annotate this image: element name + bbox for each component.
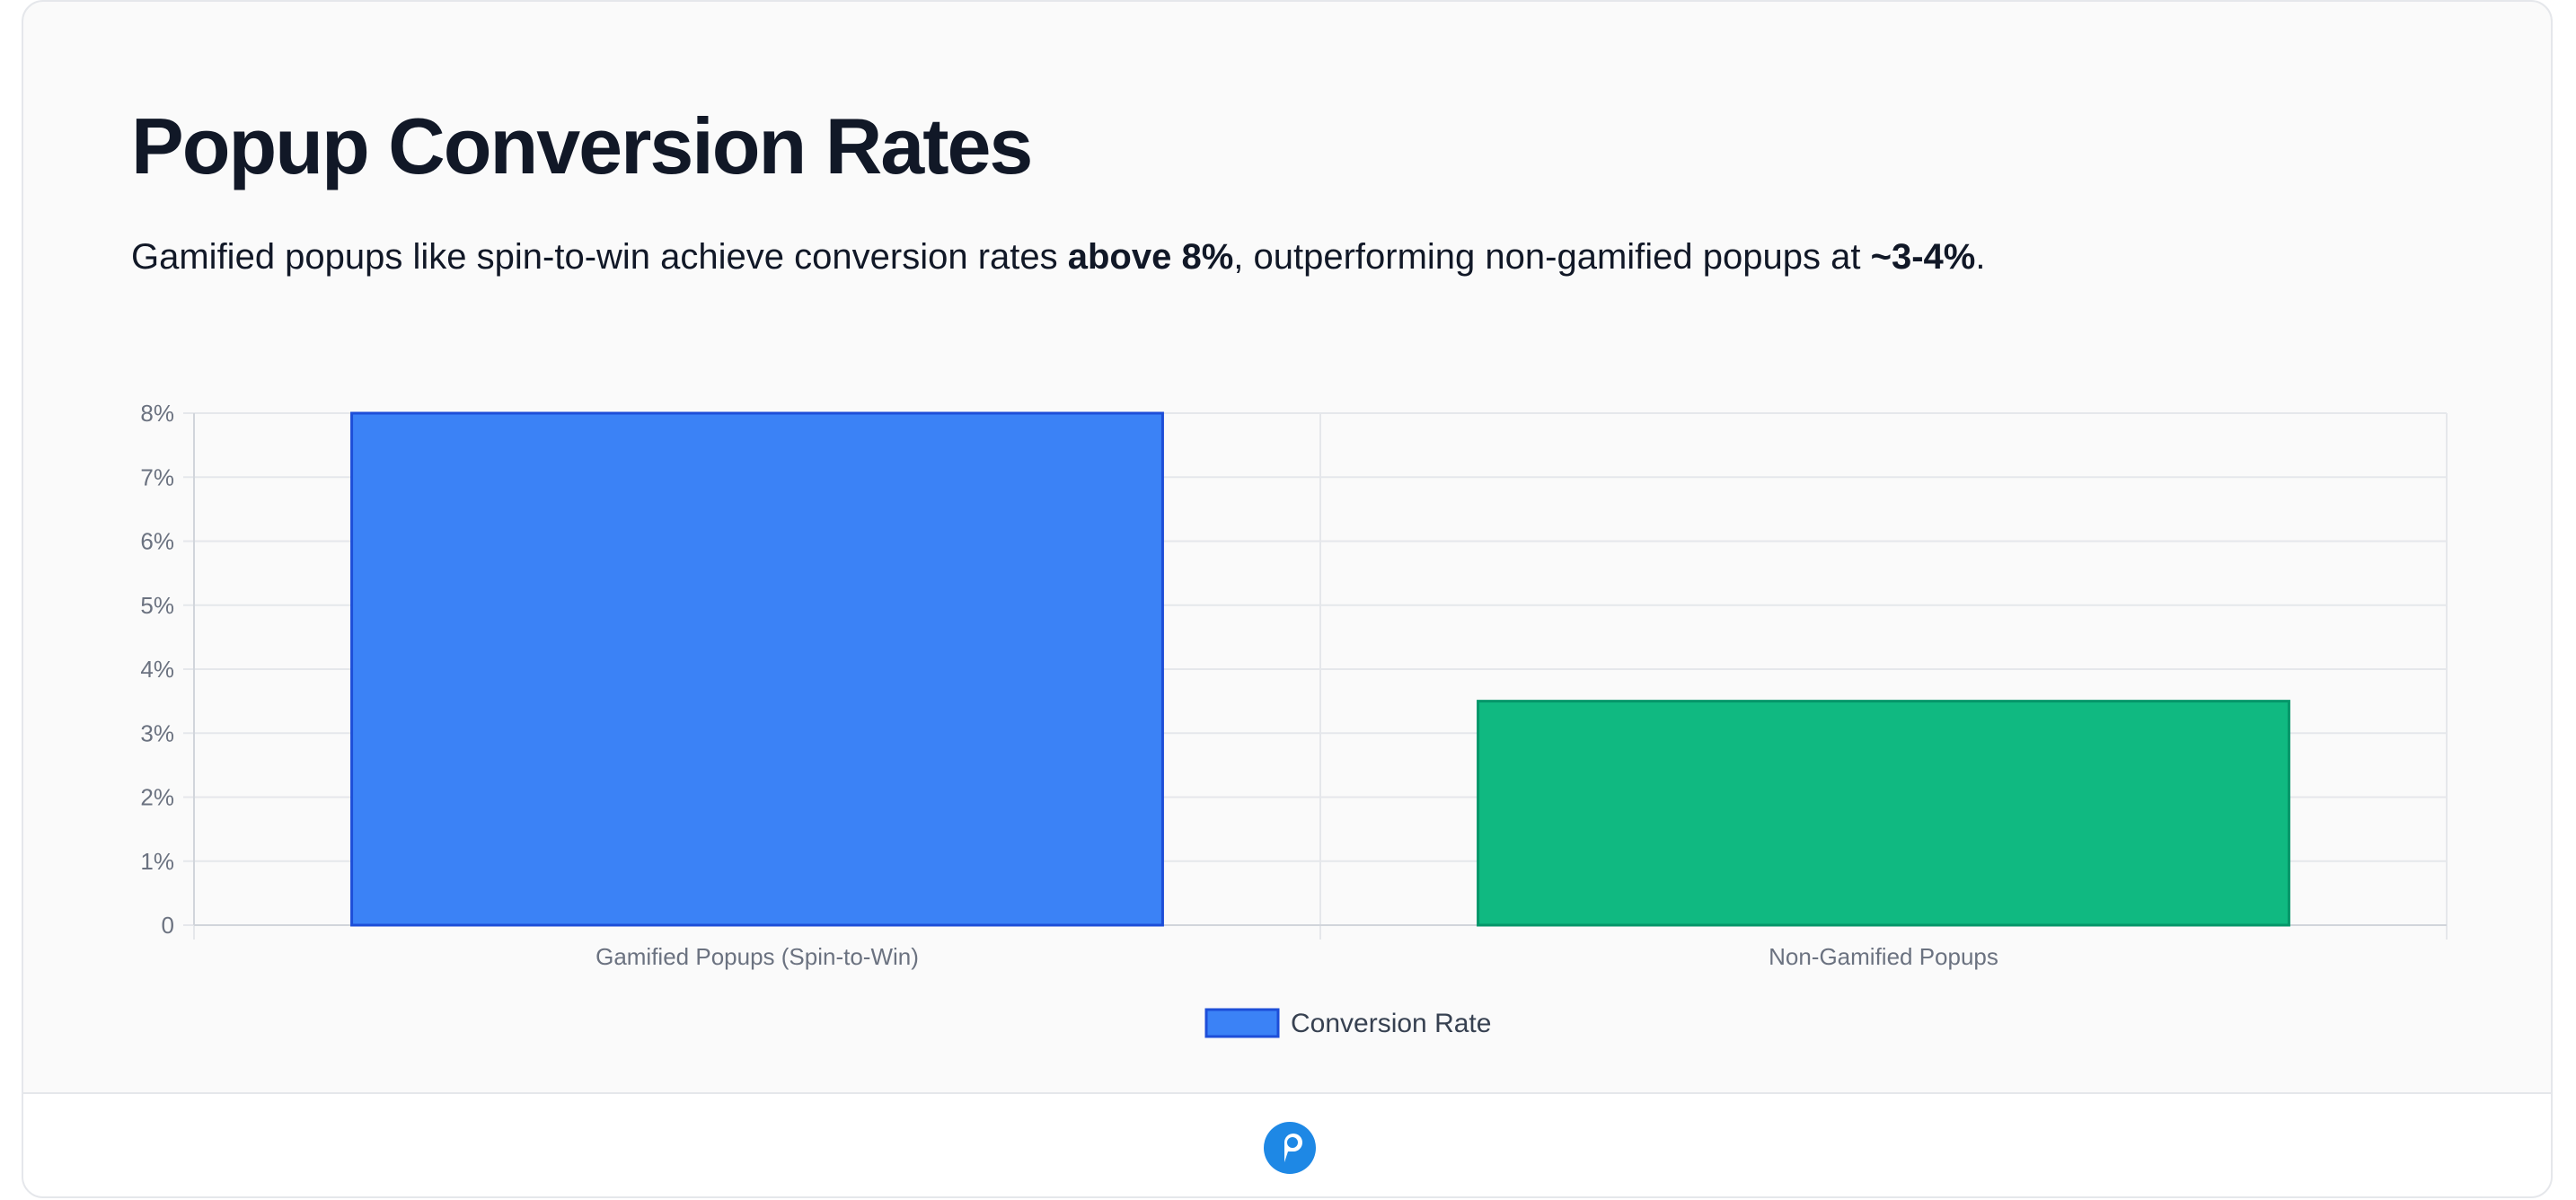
y-tick-label: 7% xyxy=(140,463,174,490)
y-tick-label: 3% xyxy=(140,719,174,746)
y-tick-label: 0 xyxy=(162,912,174,939)
page-subtitle: Gamified popups like spin-to-win achieve… xyxy=(131,234,1985,280)
subtitle-text-3: . xyxy=(1975,237,1986,277)
y-tick-label: 8% xyxy=(140,400,174,427)
chart-card: Popup Conversion Rates Gamified popups l… xyxy=(22,0,2553,1198)
x-tick-label: Non-Gamified Popups xyxy=(1769,943,1998,970)
bar xyxy=(350,411,1164,927)
legend-swatch xyxy=(1204,1008,1280,1038)
bar-chart: 0 1% 2% 3% 4% 5% 6% 7% 8% Gamified Popups (Spin-t… xyxy=(140,400,2448,1038)
y-tick-label: 4% xyxy=(140,656,174,683)
subtitle-highlight-2: ~3-4% xyxy=(1870,237,1976,277)
subtitle-text-2: , outperforming non-gamified popups at xyxy=(1233,237,1871,277)
x-tick-label: Gamified Popups (Spin-to-Win) xyxy=(595,943,919,970)
subtitle-text-1: Gamified popups like spin-to-win achieve… xyxy=(131,237,1068,277)
y-tick-label: 6% xyxy=(140,528,174,555)
subtitle-highlight-1: above 8% xyxy=(1067,237,1234,277)
y-tick-label: 1% xyxy=(140,848,174,875)
footer xyxy=(23,1092,2551,1196)
legend-label: Conversion Rate xyxy=(1291,1009,1491,1038)
y-tick-label: 5% xyxy=(140,592,174,619)
bar xyxy=(1477,700,2290,927)
y-tick-label: 2% xyxy=(140,784,174,811)
chat-bubble-logo-icon[interactable] xyxy=(1263,1121,1317,1175)
page-title: Popup Conversion Rates xyxy=(131,101,1033,190)
